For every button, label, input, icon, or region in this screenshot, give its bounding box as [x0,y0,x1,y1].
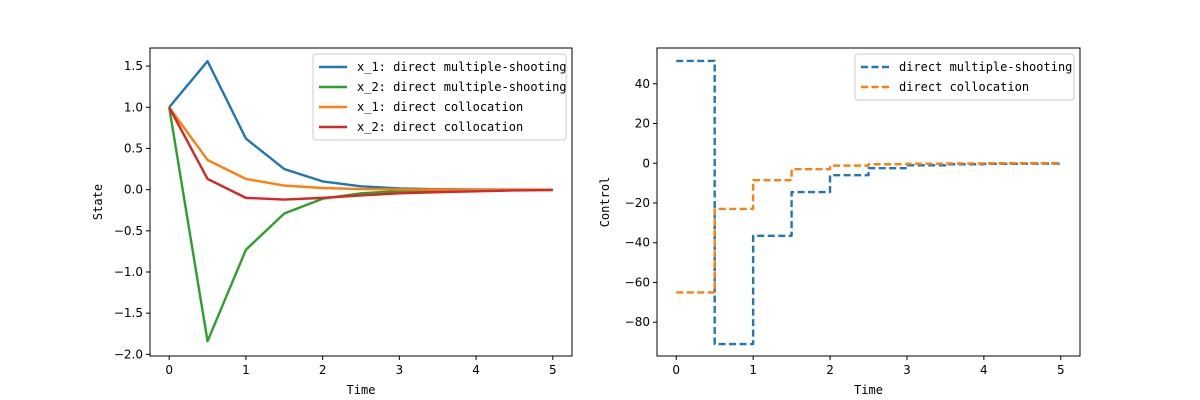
legend: x_1: direct multiple-shooting x_2: direct… [312,53,567,141]
legend-label: direct multiple-shooting [899,60,1072,74]
y-tick-label: 0.5 [124,141,143,155]
y-tick-label: 1.5 [124,59,143,73]
legend-label: x_2: direct collocation [357,120,523,134]
series-line-2 [676,162,1061,294]
y-tick-label: 20 [635,117,650,131]
chart-panel-1: 0 1 2 3 4 5 −2.0 −1.5 −1.0 −0.5 0.0 0.5 1.0 1.5 Time St… [91,47,573,397]
x-tick-label: 2 [319,363,327,377]
y-tick-label: −1.0 [114,265,143,279]
x-tick-label: 4 [472,363,480,377]
x-axis-label: Time [854,383,883,397]
x-tick-label: 5 [549,363,557,377]
legend-label: direct collocation [899,80,1029,94]
y-tick-label: −60 [625,275,650,289]
y-tick-label: −40 [625,236,650,250]
axes-frame [149,47,573,357]
x-tick-label: 3 [903,363,911,377]
legend-box [312,53,567,141]
legend: direct multiple-shooting direct collocati… [854,53,1075,101]
series-line-2 [167,107,553,343]
x-tick-label: 1 [242,363,250,377]
y-tick-label: 40 [635,77,650,91]
legend-label: x_1: direct multiple-shooting [357,60,567,74]
legend-label: x_1: direct collocation [357,100,523,114]
x-tick-label: 0 [672,363,680,377]
axes-frame [656,47,1081,357]
x-tick-label: 1 [749,363,757,377]
x-axis-label: Time [347,383,376,397]
y-tick-label: −80 [625,315,650,329]
y-tick-label: −0.5 [114,224,143,238]
y-tick-label: 0.0 [124,183,143,197]
series-line-3 [168,106,553,191]
series-line-4 [168,106,553,201]
legend-label: x_2: direct multiple-shooting [357,80,567,94]
x-tick-label: 3 [396,363,404,377]
x-tick-label: 0 [165,363,173,377]
x-tick-label: 4 [980,363,988,377]
y-tick-label: 0 [642,156,650,170]
x-tick-label: 5 [1057,363,1065,377]
series-line-1 [676,59,1061,346]
legend-box [854,53,1075,101]
y-axis-label: Control [598,177,612,228]
y-tick-label: −2.0 [114,347,143,361]
y-axis-label: State [91,184,105,220]
chart-panel-2: 0 1 2 3 4 5 −80 −60 −40 −20 0 20 40 Time Control direct… [598,47,1081,397]
y-tick-label: −20 [625,196,650,210]
y-tick-label: −1.5 [114,306,143,320]
y-tick-label: 1.0 [124,100,143,114]
x-tick-label: 2 [826,363,834,377]
